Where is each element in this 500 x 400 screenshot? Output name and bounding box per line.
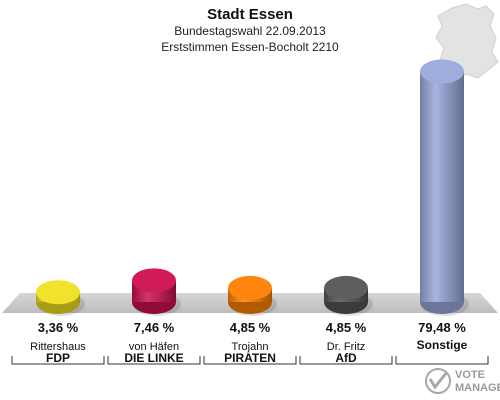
bar-fdp xyxy=(36,280,85,316)
category-bracket xyxy=(395,356,489,365)
bar-top xyxy=(324,275,368,300)
chart-subtitle: Bundestagswahl 22.09.2013 xyxy=(174,24,326,38)
logo-line-2: MANAGER xyxy=(455,382,500,394)
bar-die-linke xyxy=(132,268,181,316)
value-label: 3,36 % xyxy=(38,320,79,335)
bar-body xyxy=(420,71,464,303)
vote-manager-logo: VOTE MANAGER xyxy=(425,368,500,394)
party-label: Sonstige xyxy=(417,338,468,352)
bar-sonstige xyxy=(420,59,469,316)
logo-line-1: VOTE xyxy=(455,369,485,381)
party-label: FDP xyxy=(46,351,70,365)
candidate-label: Dr. Fritz xyxy=(327,341,366,353)
bar-top xyxy=(132,268,176,293)
chart-title: Stadt Essen xyxy=(207,6,293,23)
bars-group xyxy=(36,59,469,316)
candidate-label: von Häfen xyxy=(129,341,179,353)
party-label: DIE LINKE xyxy=(124,351,183,365)
candidate-label: Trojahn xyxy=(232,341,269,353)
category-bracket xyxy=(107,356,201,365)
category-bracket xyxy=(203,356,297,365)
bar-top xyxy=(228,275,272,300)
party-label: PIRATEN xyxy=(224,351,276,365)
logo-check-icon xyxy=(428,371,449,390)
bar-afd xyxy=(324,275,373,316)
party-label: AfD xyxy=(335,351,357,365)
category-bracket xyxy=(299,356,393,365)
logo-ring-icon xyxy=(425,368,451,394)
candidate-label: Rittershaus xyxy=(30,341,86,353)
value-label: 79,48 % xyxy=(418,320,466,335)
category-bracket xyxy=(11,356,105,365)
value-label: 7,46 % xyxy=(134,320,175,335)
bar-piraten xyxy=(228,275,277,316)
chart-subtitle-2: Erststimmen Essen-Bocholt 2210 xyxy=(161,40,339,54)
value-label: 4,85 % xyxy=(230,320,271,335)
bar-top xyxy=(420,59,464,84)
bar-top xyxy=(36,280,80,305)
value-label: 4,85 % xyxy=(326,320,367,335)
